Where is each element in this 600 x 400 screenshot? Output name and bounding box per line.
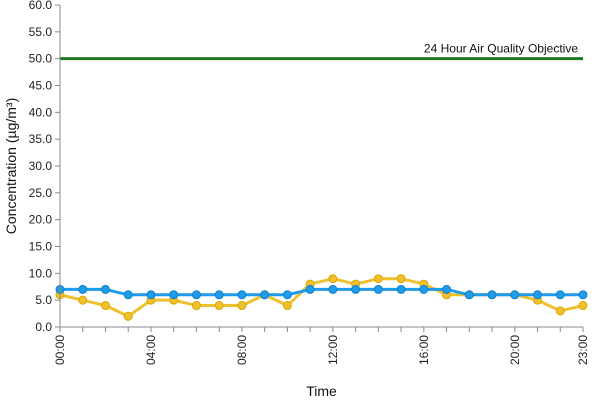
y-tick-label: 15.0 xyxy=(29,240,53,254)
y-tick-label: 30.0 xyxy=(29,159,53,173)
data-point xyxy=(78,284,88,294)
x-tick-label: 20:00 xyxy=(508,335,522,365)
x-tick-label: 08:00 xyxy=(235,335,249,365)
data-point xyxy=(191,301,201,311)
data-point xyxy=(305,284,315,294)
data-point xyxy=(328,274,338,284)
reference-line-group: 24 Hour Air Quality Objective xyxy=(60,42,583,61)
data-point xyxy=(100,284,110,294)
y-tick-label: 40.0 xyxy=(29,105,53,119)
data-point xyxy=(237,301,247,311)
y-tick-label: 20.0 xyxy=(29,213,53,227)
series-layer xyxy=(55,274,588,321)
data-point xyxy=(578,301,588,311)
data-point xyxy=(100,301,110,311)
y-tick-label: 60.0 xyxy=(29,0,53,12)
data-point xyxy=(123,311,133,321)
data-point xyxy=(419,284,429,294)
data-point xyxy=(510,290,520,300)
data-point xyxy=(442,284,452,294)
data-point xyxy=(78,295,88,305)
data-point xyxy=(282,290,292,300)
y-tick-label: 55.0 xyxy=(29,25,53,39)
data-point xyxy=(578,290,588,300)
data-point xyxy=(169,290,179,300)
data-point xyxy=(555,290,565,300)
data-point xyxy=(123,290,133,300)
x-tick-label: 12:00 xyxy=(326,335,340,365)
y-tick-label: 35.0 xyxy=(29,132,53,146)
data-point xyxy=(373,284,383,294)
reference-line-label: 24 Hour Air Quality Objective xyxy=(424,42,578,56)
y-tick-label: 45.0 xyxy=(29,79,53,93)
data-point xyxy=(464,290,474,300)
data-point xyxy=(237,290,247,300)
data-point xyxy=(191,290,201,300)
y-tick-label: 10.0 xyxy=(29,266,53,280)
x-axis-title: Time xyxy=(306,383,337,399)
x-tick-label: 16:00 xyxy=(417,335,431,365)
y-tick-labels: 0.0 5.0 10.0 15.0 20.0 25.0 30.0 35.0 40.0 45.0 50… xyxy=(29,0,60,334)
x-tick-labels: 00:00 04:00 08:00 12:00 16:00 20:00 23:00 xyxy=(53,327,590,365)
y-tick-label: 50.0 xyxy=(29,52,53,66)
y-tick-label: 25.0 xyxy=(29,186,53,200)
data-point xyxy=(214,290,224,300)
data-point xyxy=(351,284,361,294)
data-point xyxy=(396,284,406,294)
y-axis-title: Concentration (µg/m³) xyxy=(3,98,19,234)
series-1 xyxy=(55,274,588,321)
x-tick-label: 23:00 xyxy=(576,335,590,365)
y-tick-label: 0.0 xyxy=(35,320,52,334)
data-point xyxy=(396,274,406,284)
data-point xyxy=(555,306,565,316)
data-point xyxy=(373,274,383,284)
series-line xyxy=(60,287,583,297)
data-point xyxy=(328,284,338,294)
data-point xyxy=(487,290,497,300)
data-point xyxy=(260,290,270,300)
series-0 xyxy=(55,284,588,300)
data-point xyxy=(146,290,156,300)
series-line xyxy=(59,277,584,318)
data-point xyxy=(533,290,543,300)
x-tick-label: 04:00 xyxy=(144,335,158,365)
y-tick-label: 5.0 xyxy=(35,293,52,307)
data-point xyxy=(214,301,224,311)
x-tick-label: 00:00 xyxy=(53,335,67,365)
data-point xyxy=(282,301,292,311)
